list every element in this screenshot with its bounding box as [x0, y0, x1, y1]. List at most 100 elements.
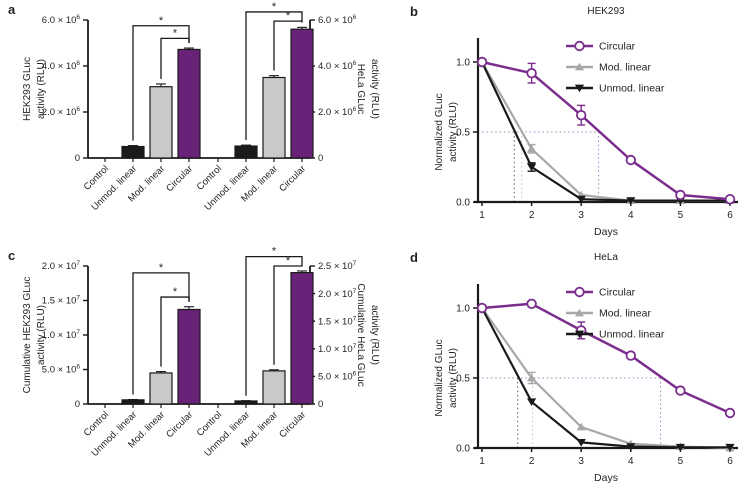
- marker-triangle-up: [527, 144, 537, 153]
- y-axis-label-line: Normalized GLuc: [434, 93, 445, 170]
- axis-label-line: activity (RLU): [369, 305, 380, 365]
- y-tick-label: 1.0: [456, 58, 470, 69]
- y-tick-label-left: 1.5 × 107: [42, 295, 81, 307]
- sig-bracket: [273, 20, 303, 71]
- axis-label-line: Cumulative HeLa GLuc: [355, 283, 366, 386]
- panel-d-line-chart: HeLa 0.0 0.5 1.0 1 2 3 4 5 6 Days Normalized GLuc ac…: [434, 252, 738, 484]
- legend-item-unmod-linear: Unmod. linear: [566, 329, 665, 341]
- series-circular: [476, 56, 736, 205]
- x-axis-label: Days: [594, 226, 618, 238]
- y-tick-label-left: 2.0 × 106: [42, 106, 81, 118]
- y-tick-label-left: 1.0 × 107: [42, 329, 81, 341]
- marker-circle: [724, 193, 736, 205]
- legend: Circular Mod. linear Unmod. linear: [566, 41, 665, 95]
- legend-item-circular: Circular: [566, 287, 636, 299]
- axis-label-line: activity (RLU): [369, 59, 380, 119]
- sig-star: *: [173, 286, 178, 298]
- y-tick-label-right: 6.0 × 106: [318, 14, 357, 26]
- series-line: [481, 302, 731, 415]
- y-tick-label-left: 5.0 × 106: [42, 364, 81, 376]
- y-tick-label-right: 1.0 × 107: [318, 343, 357, 355]
- panel-b-label: b: [410, 4, 418, 19]
- series-circular: [476, 298, 736, 419]
- legend-item-mod-linear: Mod. linear: [566, 62, 651, 74]
- panel-a-bar-chart: 0 2.0 × 106 4.0 × 106 6.0 × 106 0 2.0 × 106 4.…: [22, 1, 380, 213]
- category-label: Circular: [164, 409, 195, 440]
- marker-triangle-up: [527, 373, 537, 382]
- marker-triangle-down: [576, 195, 586, 204]
- sig-star: *: [286, 10, 291, 22]
- significance-brackets: * * * *: [132, 246, 303, 396]
- y-axis-label-left: HEK293 GLuc activity (RLU): [22, 57, 47, 121]
- marker-triangle-down: [574, 330, 585, 339]
- legend-label: Unmod. linear: [599, 329, 665, 341]
- marker-triangle-down: [527, 398, 537, 406]
- y-tick-label-right: 4.0 × 106: [318, 60, 357, 72]
- y-axis-label-line: activity (RLU): [448, 348, 459, 408]
- marker-triangle-down: [527, 163, 537, 172]
- chart-title: HEK293: [587, 6, 625, 17]
- series-line: [481, 60, 731, 201]
- y-axis-label-line: Normalized GLuc: [434, 339, 445, 416]
- axis-label-line: activity (RLU): [36, 59, 47, 119]
- legend-label: Circular: [599, 287, 636, 299]
- y-axis-label-left: Cumulative HEK293 GLuc activity (RLU): [22, 277, 47, 394]
- y-axis-label-right: Cumulative HeLa GLuc activity (RLU): [355, 283, 380, 386]
- y-tick-label-left: 0: [75, 153, 80, 164]
- series-line: [481, 307, 730, 449]
- axis-label-line: HeLa GLuc: [355, 64, 366, 115]
- legend-item-circular: Circular: [566, 41, 636, 53]
- bar-circular: [177, 308, 201, 405]
- legend-label: Mod. linear: [599, 62, 651, 74]
- marker-triangle-down: [626, 197, 636, 205]
- bar-unmod-linear: [234, 400, 258, 405]
- sig-star: *: [173, 27, 178, 39]
- half-life-guides: [478, 377, 662, 448]
- sig-bracket: [273, 265, 303, 365]
- marker-triangle-up: [574, 308, 585, 317]
- bar-circular: [177, 48, 201, 159]
- series-line: [481, 61, 730, 202]
- y-axis-label-line: activity (RLU): [448, 102, 459, 162]
- marker-circle: [625, 350, 637, 361]
- x-tick-label: 3: [578, 210, 584, 221]
- y-tick-label: 0.0: [456, 444, 470, 455]
- series-mod-linear: [477, 303, 735, 452]
- x-axis-label: Days: [594, 472, 618, 484]
- marker-circle: [526, 298, 537, 310]
- y-axis-label-right: HeLa GLuc activity (RLU): [355, 59, 380, 119]
- significance-brackets: * * * *: [132, 1, 303, 141]
- sig-star: *: [272, 246, 277, 258]
- category-label: Circular: [277, 163, 308, 194]
- half-life-guides: [478, 131, 600, 202]
- marker-circle: [526, 67, 537, 79]
- chart-title: HeLa: [594, 252, 618, 263]
- panel-a-label: a: [8, 2, 16, 17]
- category-label: Circular: [277, 409, 308, 440]
- x-tick-label: 4: [628, 456, 634, 467]
- x-tick-label: 6: [727, 210, 733, 221]
- legend-item-mod-linear: Mod. linear: [566, 308, 651, 320]
- sig-star: *: [159, 262, 164, 274]
- marker-circle: [476, 56, 488, 68]
- sig-star: *: [272, 1, 277, 13]
- sig-bracket: [132, 25, 190, 141]
- marker-circle: [476, 302, 488, 314]
- y-tick-label-left: 2.0 × 107: [42, 260, 81, 272]
- bar-mod-linear: [262, 76, 286, 159]
- x-tick-label: 2: [529, 456, 535, 467]
- x-tick-label: 2: [529, 210, 535, 221]
- bar-unmod-linear: [121, 399, 145, 405]
- marker-triangle-down: [725, 443, 735, 452]
- y-tick-label-right: 2.0 × 107: [318, 288, 357, 300]
- marker-circle: [574, 40, 585, 52]
- marker-triangle-down: [576, 439, 586, 447]
- sig-star: *: [159, 15, 164, 27]
- y-tick-label: 1.0: [456, 304, 470, 315]
- x-tick-label: 6: [727, 456, 733, 467]
- bar-unmod-linear: [121, 145, 145, 159]
- bar-unmod-linear: [234, 145, 258, 159]
- x-tick-label: 5: [678, 456, 684, 467]
- axis-label-line: activity (RLU): [36, 305, 47, 365]
